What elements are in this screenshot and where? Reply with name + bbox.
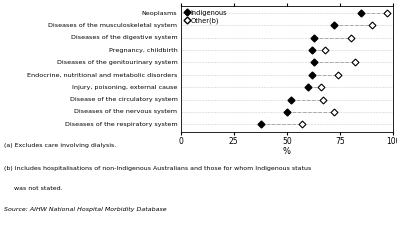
Text: was not stated.: was not stated. (4, 186, 63, 191)
Text: Diseases of the genitourinary system: Diseases of the genitourinary system (57, 60, 177, 65)
X-axis label: %: % (283, 147, 291, 156)
Text: (a) Excludes care involving dialysis.: (a) Excludes care involving dialysis. (4, 143, 116, 148)
Text: (b) Includes hospitalisations of non-Indigenous Australians and those for whom I: (b) Includes hospitalisations of non-Ind… (4, 166, 311, 171)
Text: Injury, poisoning, external cause: Injury, poisoning, external cause (72, 85, 177, 90)
Text: Endocrine, nutritional and metabolic disorders: Endocrine, nutritional and metabolic dis… (27, 72, 177, 77)
Legend: Indigenous, Other(b): Indigenous, Other(b) (184, 9, 228, 24)
Text: Neoplasms: Neoplasms (142, 11, 177, 16)
Text: Diseases of the respiratory system: Diseases of the respiratory system (65, 122, 177, 127)
Text: Diseases of the musculoskeletal system: Diseases of the musculoskeletal system (48, 23, 177, 28)
Text: Pregnancy, childbirth: Pregnancy, childbirth (109, 48, 177, 53)
Text: Diseases of the nervous system: Diseases of the nervous system (75, 109, 177, 114)
Text: Disease of the circulatory system: Disease of the circulatory system (69, 97, 177, 102)
Text: Source: AIHW National Hospital Morbidity Database: Source: AIHW National Hospital Morbidity… (4, 207, 167, 212)
Text: Diseases of the digestive system: Diseases of the digestive system (71, 35, 177, 40)
